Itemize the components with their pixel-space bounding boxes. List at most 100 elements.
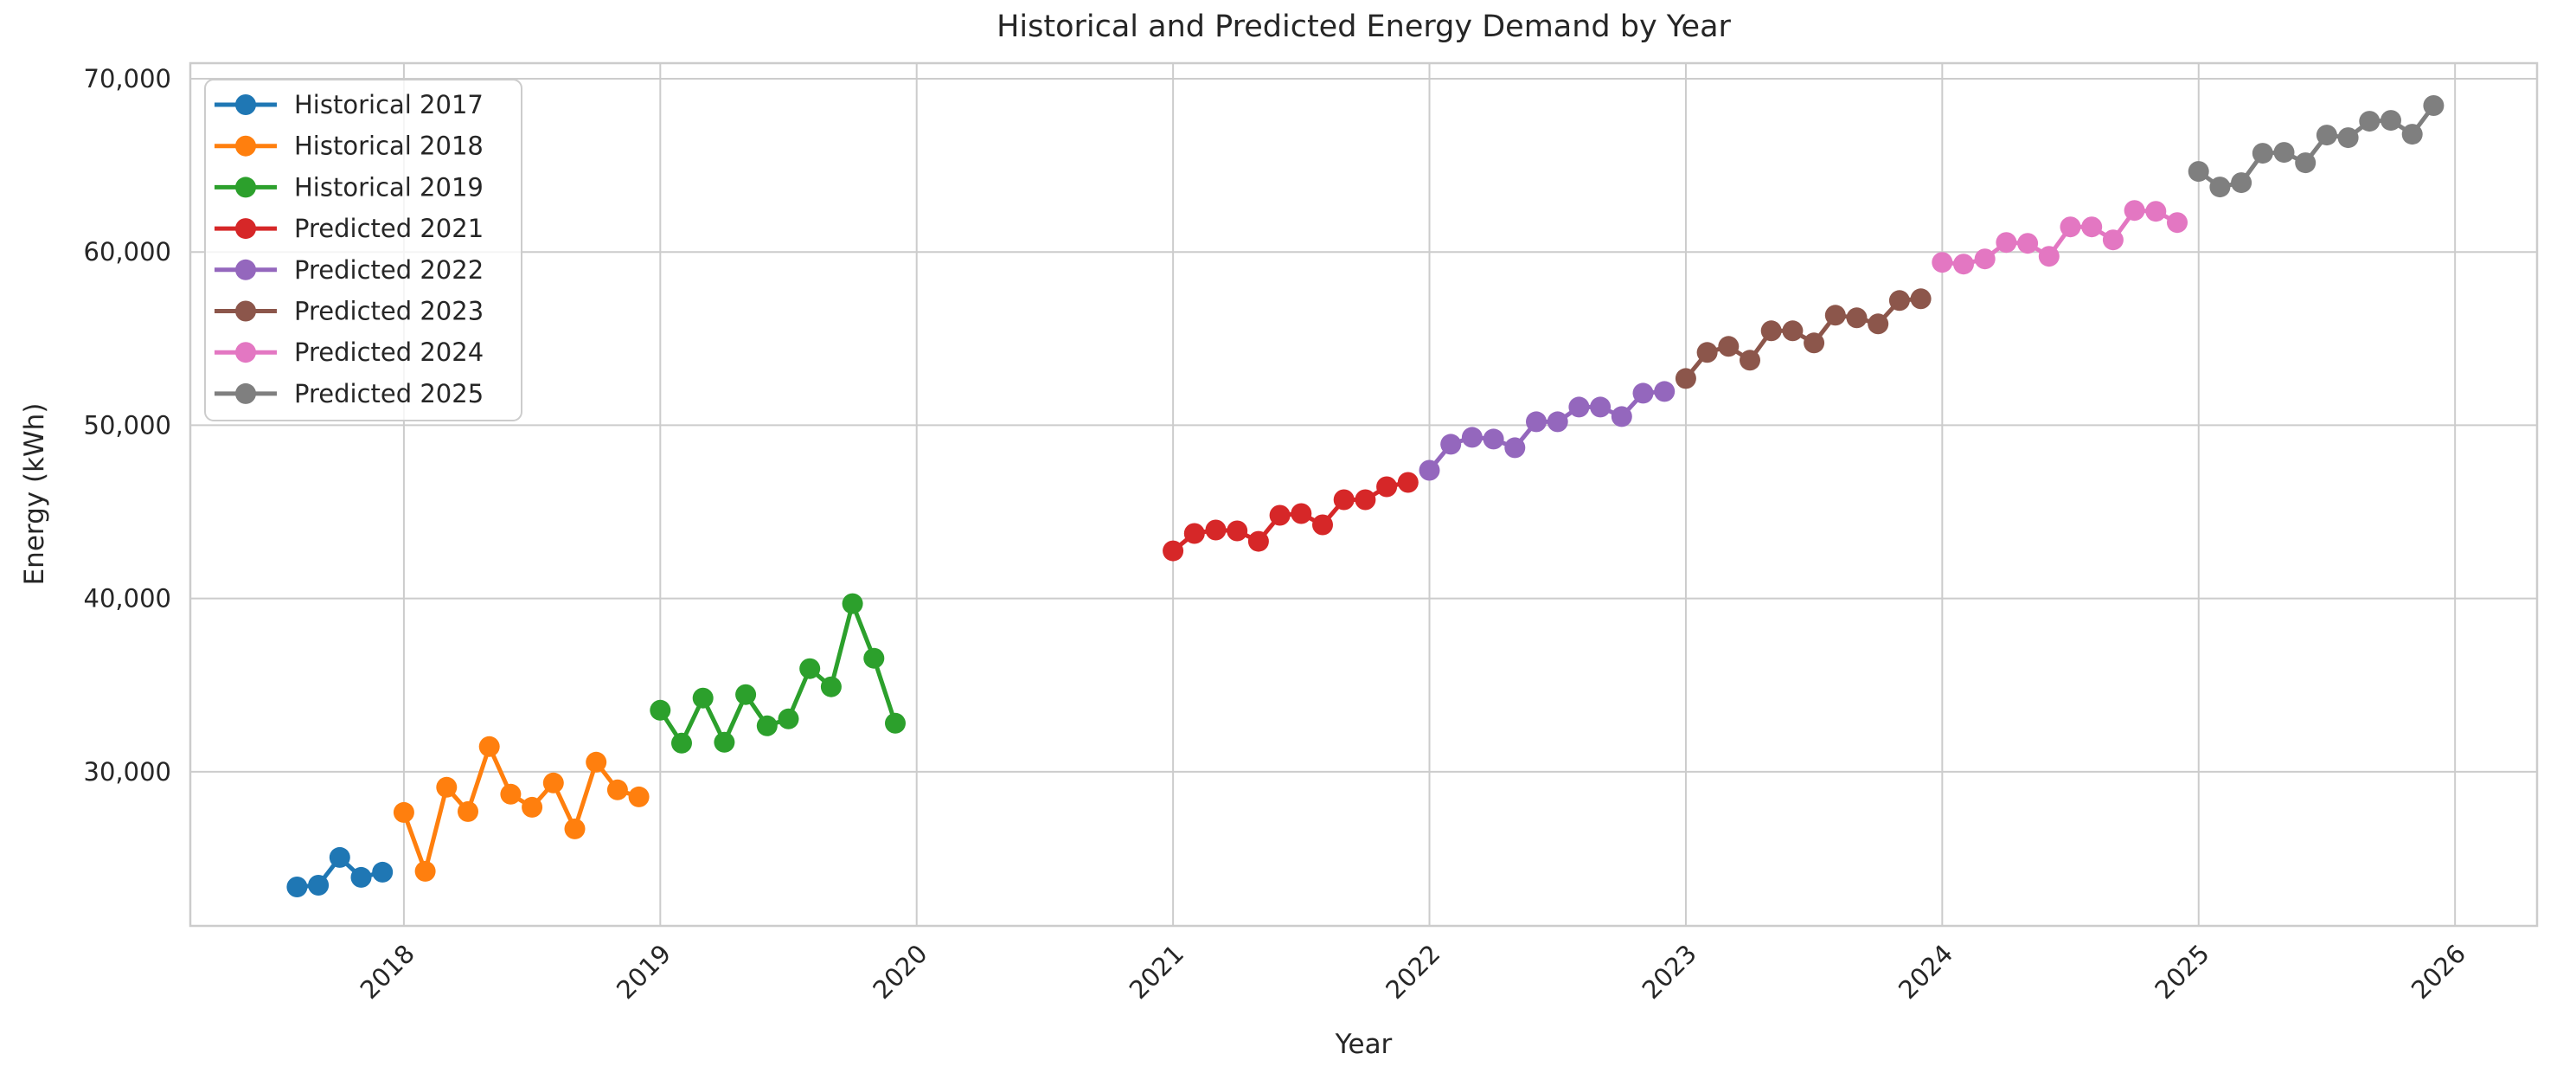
data-point — [2209, 177, 2231, 198]
data-point — [1504, 437, 1526, 459]
data-point — [1247, 530, 1269, 552]
data-point — [1440, 434, 1462, 455]
data-point — [671, 732, 692, 754]
data-point — [2401, 124, 2423, 145]
data-point — [1568, 396, 1590, 418]
legend-marker — [235, 382, 256, 404]
data-point — [1419, 459, 1440, 481]
data-point — [329, 846, 350, 868]
legend-label: Historical 2018 — [294, 132, 484, 161]
data-point — [2273, 142, 2295, 164]
data-point — [308, 875, 330, 896]
data-point — [436, 776, 458, 798]
x-tick-label-2020: 2020 — [867, 939, 932, 1005]
legend-label: Predicted 2025 — [294, 379, 484, 408]
data-point — [606, 779, 628, 800]
series-predicted-2022 — [1419, 381, 1676, 481]
data-point — [1868, 313, 1889, 335]
data-point — [1760, 320, 1782, 342]
data-point — [2167, 212, 2188, 234]
data-point — [2381, 110, 2401, 132]
data-point — [1675, 368, 1696, 389]
data-point — [1632, 382, 1654, 404]
data-point — [1205, 519, 1227, 541]
data-point — [1269, 504, 1291, 526]
x-tick-label-2025: 2025 — [2149, 939, 2214, 1005]
data-point — [1996, 232, 2017, 254]
data-point — [885, 712, 906, 734]
legend-label: Historical 2017 — [294, 90, 484, 119]
series-predicted-2021 — [1163, 472, 1419, 562]
data-point — [2252, 143, 2273, 164]
data-point — [2038, 246, 2060, 267]
legend-marker — [235, 342, 256, 363]
axes-spines — [189, 61, 2539, 928]
data-point — [2017, 233, 2039, 254]
legend-item: Predicted 2022 — [215, 255, 484, 285]
series-historical-2017 — [286, 846, 394, 897]
y-tick-label-30000: 30,000 — [84, 757, 171, 787]
data-point — [1333, 489, 1355, 511]
x-tick-label-2023: 2023 — [1637, 939, 1702, 1005]
legend-item: Predicted 2025 — [215, 379, 484, 408]
legend-marker — [235, 259, 256, 280]
data-point — [1888, 290, 1910, 312]
data-point — [286, 877, 308, 897]
data-point — [564, 818, 586, 839]
data-point — [393, 801, 414, 823]
data-point — [820, 676, 842, 697]
data-point — [1782, 320, 1804, 342]
legend-marker — [235, 94, 256, 115]
data-point — [372, 861, 394, 883]
data-point — [1163, 540, 1184, 562]
data-point — [1483, 428, 1504, 450]
series-historical-2018 — [393, 736, 650, 882]
legend-marker — [235, 177, 256, 198]
y-tick-label-50000: 50,000 — [84, 410, 171, 440]
legend-item: Historical 2018 — [215, 132, 484, 161]
data-point — [863, 647, 885, 669]
data-point — [1740, 350, 1760, 371]
x-tick-label-2022: 2022 — [1380, 939, 1445, 1005]
data-point — [628, 786, 650, 807]
x-tick-label-2018: 2018 — [355, 939, 420, 1005]
data-point — [778, 708, 799, 729]
data-point — [1547, 411, 1568, 433]
data-point — [2060, 216, 2081, 238]
data-point — [2081, 216, 2103, 238]
legend: Historical 2017 Historical 2018 Historical… — [204, 79, 522, 421]
data-point — [842, 593, 863, 614]
data-point — [1397, 472, 1419, 493]
data-point — [735, 684, 757, 705]
data-point — [1355, 489, 1376, 511]
series-historical-2019 — [650, 593, 906, 754]
data-point — [1461, 427, 1483, 448]
legend-marker — [235, 218, 256, 240]
data-point — [1824, 305, 1846, 326]
series-line-predicted-2023 — [1683, 296, 1924, 381]
y-axis-label: Energy (kWh) — [19, 402, 50, 586]
data-point — [2295, 152, 2316, 174]
data-point — [1611, 406, 1632, 427]
data-point — [350, 866, 372, 888]
x-tick-label-2019: 2019 — [611, 939, 676, 1005]
data-point — [542, 772, 564, 794]
data-point — [1291, 503, 1312, 524]
data-point — [1974, 248, 1996, 270]
data-point — [2316, 125, 2337, 146]
legend-item: Historical 2019 — [215, 172, 484, 202]
chart-title: Historical and Predicted Energy Demand b… — [996, 10, 1731, 44]
x-tick-label-2021: 2021 — [1124, 939, 1189, 1005]
legend-label: Historical 2019 — [294, 172, 484, 202]
data-point — [2102, 229, 2124, 251]
data-point — [2359, 111, 2381, 132]
data-point — [522, 796, 543, 818]
data-point — [1953, 254, 1974, 275]
x-axis-label: Year — [1335, 1029, 1393, 1060]
data-point — [1846, 307, 1868, 329]
data-point — [1932, 252, 1953, 273]
legend-item: Predicted 2023 — [215, 297, 484, 326]
legend-item: Predicted 2024 — [215, 337, 484, 367]
series-line-historical-2019 — [657, 601, 898, 746]
